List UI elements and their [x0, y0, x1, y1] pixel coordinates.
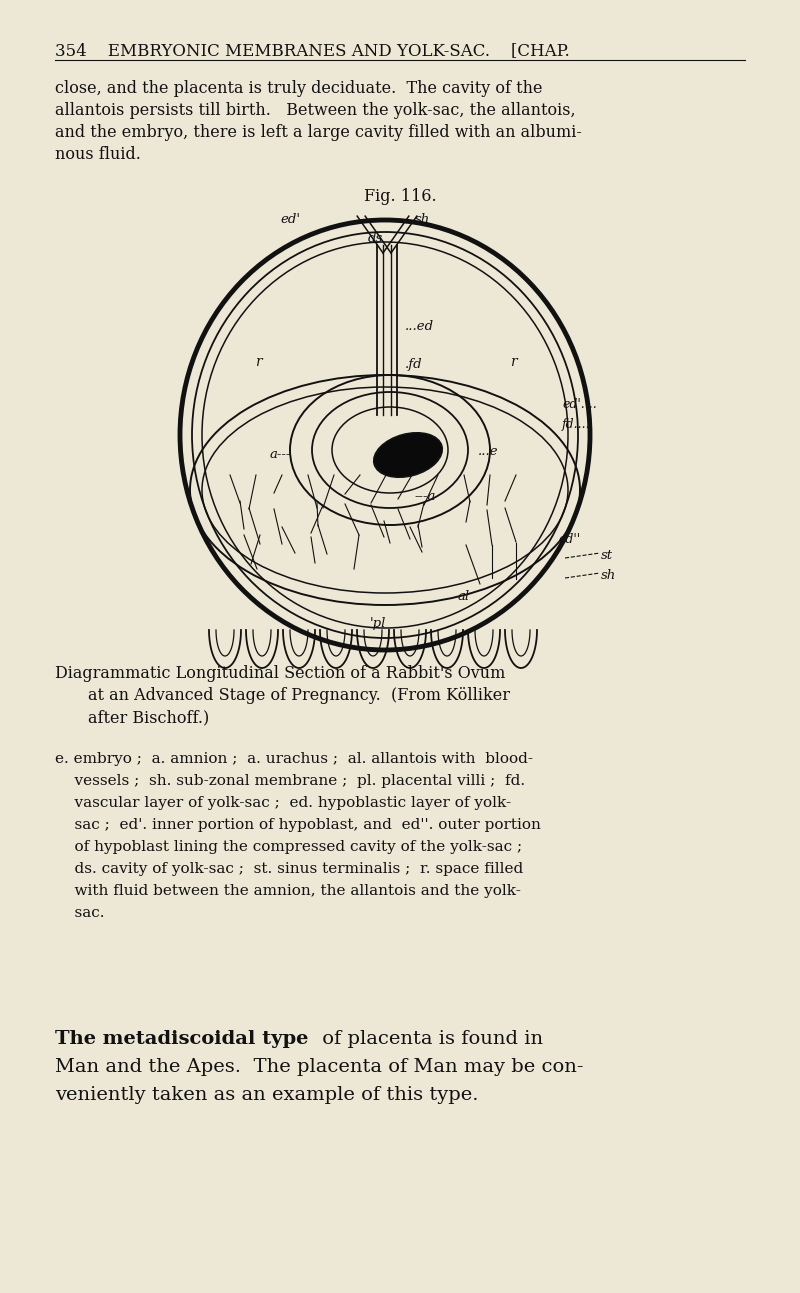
- Text: at an Advanced Stage of Pregnancy.  (From Kölliker: at an Advanced Stage of Pregnancy. (From…: [88, 687, 510, 703]
- Text: ed'....: ed'....: [562, 398, 597, 411]
- Text: ---a: ---a: [415, 490, 436, 503]
- Text: allantois persists till birth.   Between the yolk-sac, the allantois,: allantois persists till birth. Between t…: [55, 102, 576, 119]
- Text: 354    EMBRYONIC MEMBRANES AND YOLK-SAC.    [CHAP.: 354 EMBRYONIC MEMBRANES AND YOLK-SAC. [C…: [55, 41, 570, 59]
- Text: a---: a---: [270, 447, 291, 462]
- Text: and the embryo, there is left a large cavity filled with an albumi-: and the embryo, there is left a large ca…: [55, 124, 582, 141]
- Text: st: st: [601, 550, 613, 562]
- Text: r: r: [510, 356, 517, 369]
- Text: ds: ds: [368, 231, 383, 244]
- Ellipse shape: [374, 433, 442, 477]
- Text: close, and the placenta is truly deciduate.  The cavity of the: close, and the placenta is truly decidua…: [55, 80, 542, 97]
- Text: of hypoblast lining the compressed cavity of the yolk-sac ;: of hypoblast lining the compressed cavit…: [55, 840, 522, 853]
- Text: vascular layer of yolk-sac ;  ed. hypoblastic layer of yolk-: vascular layer of yolk-sac ; ed. hypobla…: [55, 796, 511, 809]
- Text: of placenta is found in: of placenta is found in: [316, 1031, 543, 1049]
- Text: r: r: [255, 356, 262, 369]
- Text: sac.: sac.: [55, 906, 105, 921]
- Text: sac ;  ed'. inner portion of hypoblast, and  ed''. outer portion: sac ; ed'. inner portion of hypoblast, a…: [55, 818, 541, 831]
- Text: ...e: ...e: [478, 445, 498, 458]
- Text: with fluid between the amnion, the allantois and the yolk-: with fluid between the amnion, the allan…: [55, 884, 521, 899]
- Text: Man and the Apes.  The placenta of Man may be con-: Man and the Apes. The placenta of Man ma…: [55, 1058, 583, 1076]
- Text: ds. cavity of yolk-sac ;  st. sinus terminalis ;  r. space filled: ds. cavity of yolk-sac ; st. sinus termi…: [55, 862, 523, 875]
- Text: fd....: fd....: [562, 418, 590, 431]
- Text: al: al: [458, 590, 470, 603]
- Text: veniently taken as an example of this type.: veniently taken as an example of this ty…: [55, 1086, 478, 1104]
- Text: e. embryo ;  a. amnion ;  a. urachus ;  al. allantois with  blood-: e. embryo ; a. amnion ; a. urachus ; al.…: [55, 753, 533, 765]
- Text: .fd: .fd: [405, 358, 422, 371]
- Text: The metadiscoidal type: The metadiscoidal type: [55, 1031, 308, 1049]
- Text: ed'': ed'': [558, 533, 580, 546]
- Text: after Bischoff.): after Bischoff.): [88, 709, 210, 725]
- Text: ...ed: ...ed: [405, 319, 434, 334]
- Text: Diagrammatic Longitudinal Section of a Rabbit's Ovum: Diagrammatic Longitudinal Section of a R…: [55, 665, 506, 681]
- Text: sh: sh: [601, 569, 616, 582]
- Text: nous fluid.: nous fluid.: [55, 146, 141, 163]
- Text: Fig. 116.: Fig. 116.: [364, 187, 436, 206]
- Text: vessels ;  sh. sub-zonal membrane ;  pl. placental villi ;  fd.: vessels ; sh. sub-zonal membrane ; pl. p…: [55, 775, 525, 787]
- Text: ed': ed': [280, 213, 300, 226]
- Text: sh: sh: [415, 213, 430, 226]
- Text: 'pl: 'pl: [370, 617, 386, 630]
